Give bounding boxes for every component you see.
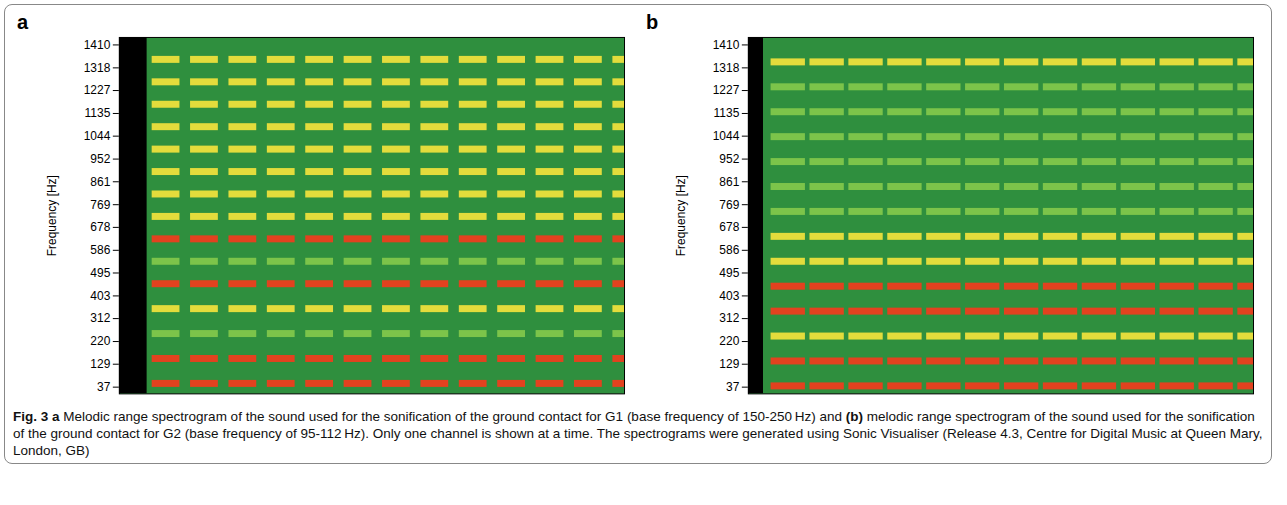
svg-text:312: 312 xyxy=(90,311,110,325)
svg-text:37: 37 xyxy=(97,380,111,394)
svg-text:1410: 1410 xyxy=(84,38,111,52)
svg-text:1410: 1410 xyxy=(713,38,740,52)
svg-text:769: 769 xyxy=(90,198,110,212)
html-text:Fig. 3 a Melodic range spectro: Fig. 3 a Melodic range spectrogram of th… xyxy=(13,409,1263,458)
svg-text:403: 403 xyxy=(90,289,110,303)
svg-text:678: 678 xyxy=(719,220,739,234)
html-text:b: b xyxy=(646,11,659,33)
svg-text:952: 952 xyxy=(90,152,110,166)
svg-text:220: 220 xyxy=(719,334,739,348)
svg-text:220: 220 xyxy=(90,334,110,348)
svg-text:Frequency [Hz]: Frequency [Hz] xyxy=(45,175,59,256)
svg-text:1135: 1135 xyxy=(714,106,740,120)
svg-text:1044: 1044 xyxy=(713,129,740,143)
svg-text:312: 312 xyxy=(719,311,739,325)
svg-text:952: 952 xyxy=(719,152,739,166)
svg-text:495: 495 xyxy=(719,266,739,280)
svg-text:1135: 1135 xyxy=(85,106,111,120)
svg-text:1227: 1227 xyxy=(713,83,740,97)
svg-text:129: 129 xyxy=(90,357,110,371)
svg-text:1318: 1318 xyxy=(713,61,740,75)
svg-text:678: 678 xyxy=(90,220,110,234)
svg-text:403: 403 xyxy=(719,289,739,303)
html-text:a: a xyxy=(17,11,29,33)
svg-text:37: 37 xyxy=(726,380,740,394)
svg-text:Frequency [Hz]: Frequency [Hz] xyxy=(674,175,688,256)
svg-text:1227: 1227 xyxy=(84,83,111,97)
svg-text:769: 769 xyxy=(719,198,739,212)
svg-text:1318: 1318 xyxy=(84,61,111,75)
svg-text:861: 861 xyxy=(90,175,110,189)
svg-text:1044: 1044 xyxy=(84,129,111,143)
svg-text:861: 861 xyxy=(719,175,739,189)
svg-text:495: 495 xyxy=(90,266,110,280)
svg-text:586: 586 xyxy=(90,243,110,257)
svg-text:586: 586 xyxy=(719,243,739,257)
svg-text:129: 129 xyxy=(719,357,739,371)
